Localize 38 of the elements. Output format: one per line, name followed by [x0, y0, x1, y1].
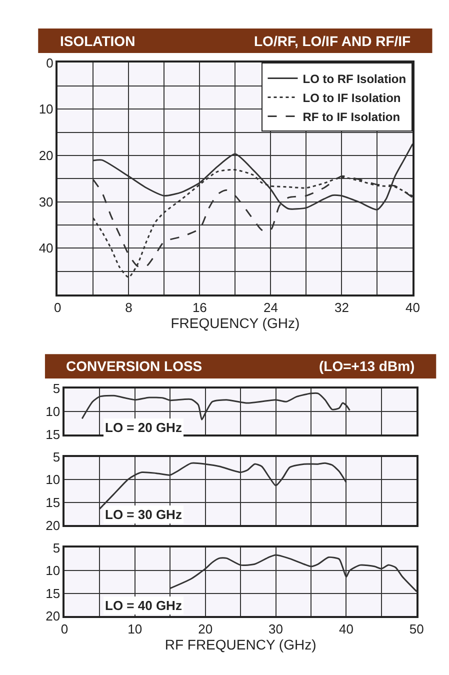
chart-title: CONVERSION LOSS [66, 358, 202, 374]
x-tick-label: 8 [125, 300, 132, 315]
series-label: LO = 40 GHz [105, 598, 182, 613]
legend-label: LO to IF Isolation [302, 90, 401, 105]
legend-label: RF to IF Isolation [302, 110, 400, 124]
x-tick-label: 20 [198, 622, 213, 637]
x-tick-label: 10 [128, 622, 142, 637]
y-tick-label: 10 [46, 404, 60, 419]
chart-title: ISOLATION [60, 33, 136, 49]
y-tick-label: 30 [38, 194, 54, 210]
series-label: LO = 20 GHz [105, 420, 182, 435]
y-tick-label: 40 [38, 240, 54, 256]
y-tick-label: 0 [46, 55, 54, 70]
y-tick-label: 15 [46, 586, 60, 601]
x-axis-title: RF FREQUENCY (GHz) [164, 636, 316, 653]
legend-label: LO to RF Isolation [302, 72, 406, 86]
x-tick-label: 50 [409, 622, 424, 637]
y-tick-label: 5 [52, 380, 60, 396]
y-tick-label: 10 [38, 102, 54, 117]
series-label: LO = 30 GHz [105, 507, 182, 522]
y-tick-label: 15 [46, 426, 60, 442]
y-tick-label: 10 [46, 472, 60, 488]
x-tick-label: 24 [263, 300, 278, 315]
x-tick-label: 40 [406, 300, 420, 315]
x-axis-title: FREQUENCY (GHz) [170, 314, 300, 331]
y-tick-label: 20 [38, 148, 54, 163]
x-tick-label: 16 [192, 300, 207, 315]
y-tick-label: 10 [46, 563, 60, 578]
chart-subtitle: (LO=+13 dBm) [319, 358, 415, 374]
y-tick-label: 20 [46, 518, 60, 533]
y-tick-label: 20 [46, 608, 60, 624]
y-tick-label: 5 [52, 449, 60, 464]
x-tick-label: 32 [334, 300, 349, 315]
x-tick-label: 40 [338, 622, 354, 637]
chart-subtitle: LO/RF, LO/IF AND RF/IF [254, 33, 412, 49]
y-tick-label: 5 [52, 540, 60, 556]
x-tick-label: 30 [268, 622, 284, 637]
y-tick-label: 15 [46, 494, 60, 510]
